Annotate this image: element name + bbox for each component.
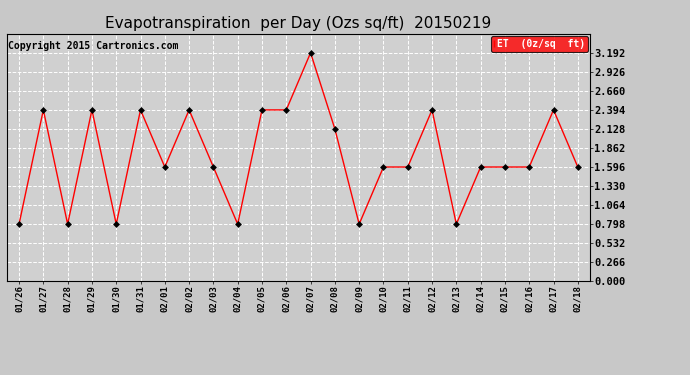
Title: Evapotranspiration  per Day (Ozs sq/ft)  20150219: Evapotranspiration per Day (Ozs sq/ft) 2… <box>106 16 491 31</box>
Text: Copyright 2015 Cartronics.com: Copyright 2015 Cartronics.com <box>8 41 179 51</box>
Legend: ET  (0z/sq  ft): ET (0z/sq ft) <box>491 36 588 51</box>
